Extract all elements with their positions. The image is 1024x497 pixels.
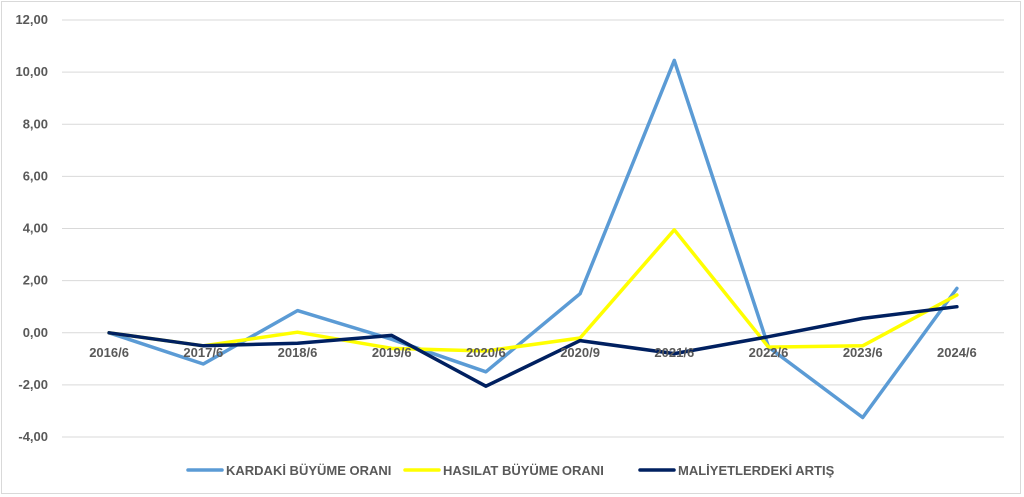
y-axis-tick-labels: -4,00 -2,00 0,00 2,00 4,00 6,00 8,00 10,00 12,00 <box>15 12 48 444</box>
x-tick-label: 2018/6 <box>278 345 318 360</box>
x-tick-label: 2021/6 <box>654 345 694 360</box>
y-tick-label: 10,00 <box>15 64 48 79</box>
x-tick-label: 2016/6 <box>89 345 129 360</box>
y-tick-label: 2,00 <box>23 273 48 288</box>
x-tick-label: 2024/6 <box>937 345 977 360</box>
x-tick-label: 2020/9 <box>560 345 600 360</box>
series-line-2 <box>107 228 959 353</box>
legend-label: HASILAT BÜYÜME ORANI <box>443 463 604 478</box>
x-tick-label: 2019/6 <box>372 345 412 360</box>
x-tick-label: 2017/6 <box>183 345 223 360</box>
x-axis-tick-labels: 2016/6 2017/6 2018/6 2019/6 2020/6 2020/9 2021… <box>89 345 977 360</box>
y-tick-label: -2,00 <box>18 377 48 392</box>
gridlines <box>62 19 1004 438</box>
y-tick-label: -4,00 <box>18 429 48 444</box>
x-tick-label: 2020/6 <box>466 345 506 360</box>
y-tick-label: 12,00 <box>15 12 48 27</box>
y-tick-label: 4,00 <box>23 221 48 236</box>
legend: KARDAKİ BÜYÜME ORANI HASILAT BÜYÜME ORANI… <box>186 463 835 478</box>
series-lines <box>107 58 959 420</box>
legend-label: KARDAKİ BÜYÜME ORANI <box>226 463 391 478</box>
y-tick-label: 0,00 <box>23 325 48 340</box>
x-tick-label: 2023/6 <box>843 345 883 360</box>
series-line-3 <box>107 304 959 388</box>
y-tick-label: 6,00 <box>23 168 48 183</box>
y-tick-label: 8,00 <box>23 116 48 131</box>
x-tick-label: 2022/6 <box>749 345 789 360</box>
legend-label: MALİYETLERDEKİ ARTIŞ <box>678 463 835 478</box>
